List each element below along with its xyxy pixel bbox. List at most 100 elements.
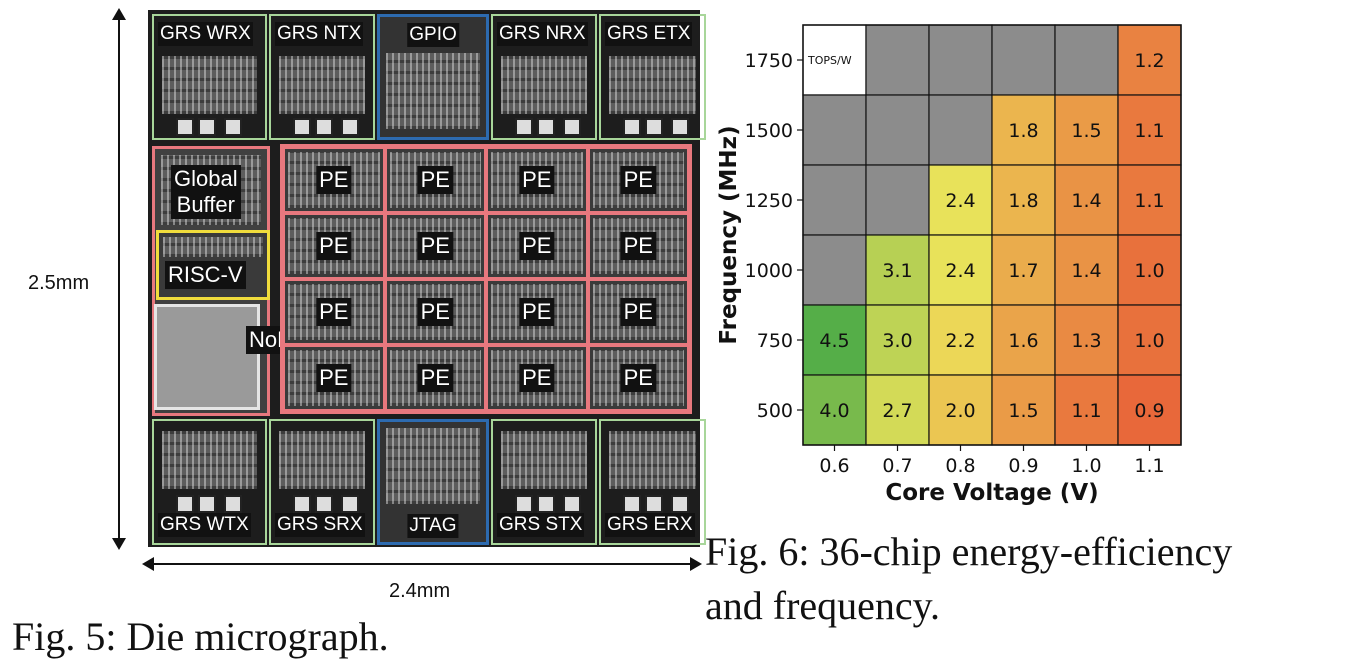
pe-texture bbox=[389, 284, 481, 340]
heatmap-cell bbox=[802, 234, 867, 306]
pe-label: PE bbox=[620, 364, 656, 392]
grs-block: GRS WTX bbox=[152, 419, 267, 545]
riscv-texture bbox=[163, 237, 263, 257]
pad-cell bbox=[563, 118, 581, 136]
pad-cell bbox=[563, 495, 581, 513]
pe-tile: PE bbox=[283, 147, 385, 213]
pad-cell bbox=[645, 118, 663, 136]
pad-cell bbox=[176, 495, 194, 513]
heatmap-cell bbox=[1054, 234, 1119, 306]
heatmap-cell-value: 1.2 bbox=[1134, 50, 1164, 72]
x-tick-label: 1.1 bbox=[1134, 455, 1164, 477]
heatmap-cell bbox=[991, 24, 1056, 96]
x-axis-label: Core Voltage (V) bbox=[885, 480, 1098, 506]
y-tick-label: 750 bbox=[757, 330, 793, 352]
heatmap-cell-value: 1.3 bbox=[1071, 330, 1101, 352]
pe-label: PE bbox=[316, 232, 352, 260]
pe-label: PE bbox=[417, 166, 453, 194]
heatmap-cell bbox=[865, 94, 930, 166]
energy-efficiency-heatmap: 1.2 1.8 1.5 1.1 2.4 1.8 1.4 1.1 3.1 2.4 1.7 1.4 1.0 4… bbox=[716, 24, 1182, 506]
block-label: GRS SRX bbox=[275, 513, 365, 537]
fig6-caption-line2: and frequency. bbox=[705, 583, 941, 628]
heatmap-cell bbox=[1054, 304, 1119, 376]
y-tick-label: 1000 bbox=[745, 260, 793, 282]
heatmap-cell bbox=[1117, 94, 1182, 166]
heatmap-cell-value: 1.0 bbox=[1134, 330, 1164, 352]
pad-cell bbox=[198, 118, 216, 136]
block-label: GPIO bbox=[407, 23, 459, 47]
riscv-block: RISC-V bbox=[156, 230, 270, 300]
heatmap-cell bbox=[1117, 234, 1182, 306]
block-label: GRS ETX bbox=[605, 22, 693, 46]
pad-cell bbox=[537, 118, 555, 136]
heatmap-cell-value: 1.5 bbox=[1071, 120, 1101, 142]
pad-cell bbox=[176, 118, 194, 136]
pe-tile: PE bbox=[486, 279, 588, 345]
heatmap-cell bbox=[1054, 374, 1119, 446]
heatmap-cell-value: 1.7 bbox=[1008, 260, 1038, 282]
global-buffer-label: Global Buffer bbox=[171, 165, 241, 219]
width-dimension-line bbox=[148, 563, 696, 565]
pe-texture bbox=[389, 350, 481, 406]
pe-label: PE bbox=[417, 298, 453, 326]
pad-cell bbox=[341, 118, 359, 136]
block-texture bbox=[609, 431, 696, 489]
heatmap-cell bbox=[928, 374, 993, 446]
fig5-caption: Fig. 5: Die micrograph. bbox=[12, 614, 389, 659]
pe-tile: PE bbox=[486, 147, 588, 213]
block-texture bbox=[501, 56, 587, 114]
heatmap-cell bbox=[928, 24, 993, 96]
heatmap-cell-value: 2.4 bbox=[945, 190, 975, 212]
pe-label: PE bbox=[620, 298, 656, 326]
heatmap-cell bbox=[1054, 164, 1119, 236]
pe-tile: PE bbox=[283, 345, 385, 411]
pe-tile: PE bbox=[587, 345, 689, 411]
heatmap-cell-value: 1.4 bbox=[1071, 260, 1101, 282]
heatmap-cell-value: 1.0 bbox=[1134, 260, 1164, 282]
heatmap-cell-value: 1.4 bbox=[1071, 190, 1101, 212]
pe-label: PE bbox=[316, 298, 352, 326]
global-buffer-label-line1: Global bbox=[174, 166, 238, 191]
pad-cell bbox=[315, 118, 333, 136]
pe-label: PE bbox=[417, 232, 453, 260]
block-texture bbox=[279, 431, 365, 489]
io-block: GPIO bbox=[377, 14, 489, 140]
block-texture bbox=[501, 431, 587, 489]
heatmap-cell-value: 1.1 bbox=[1071, 400, 1101, 422]
heatmap-cell-value: 3.1 bbox=[882, 260, 912, 282]
block-label: GRS NTX bbox=[275, 22, 364, 46]
grs-block: GRS STX bbox=[491, 419, 597, 545]
heatmap-cell bbox=[991, 94, 1056, 166]
heatmap-cell bbox=[802, 164, 867, 236]
pad-cell bbox=[293, 495, 311, 513]
height-dimension-line bbox=[118, 14, 120, 544]
pad-cell bbox=[315, 495, 333, 513]
block-label: GRS STX bbox=[497, 513, 585, 537]
pe-tile: PE bbox=[486, 345, 588, 411]
pe-tile: PE bbox=[384, 213, 486, 279]
heatmap-cell bbox=[802, 94, 867, 166]
heatmap-cell-value: 1.1 bbox=[1134, 190, 1164, 212]
heatmap-cell-value: 1.6 bbox=[1008, 330, 1038, 352]
heatmap-cell bbox=[928, 94, 993, 166]
pe-label: PE bbox=[519, 166, 555, 194]
heatmap-cell bbox=[928, 304, 993, 376]
block-texture bbox=[386, 428, 480, 504]
height-dimension-label: 2.5mm bbox=[28, 272, 90, 294]
y-tick-label: 1500 bbox=[745, 120, 793, 142]
heatmap-cell bbox=[865, 304, 930, 376]
x-tick-label: 0.7 bbox=[882, 455, 912, 477]
y-axis-label: Frequency (MHz) bbox=[716, 125, 742, 344]
pe-tile: PE bbox=[384, 279, 486, 345]
block-label: JTAG bbox=[407, 514, 459, 538]
block-texture bbox=[162, 431, 257, 489]
pe-label: PE bbox=[316, 364, 352, 392]
grs-block: GRS NRX bbox=[491, 14, 597, 140]
pe-tile: PE bbox=[587, 279, 689, 345]
pad-cell bbox=[198, 495, 216, 513]
heatmap-frame bbox=[802, 24, 1182, 446]
pe-tile: PE bbox=[486, 213, 588, 279]
pad-cell bbox=[671, 495, 689, 513]
y-tick-label: 1750 bbox=[745, 50, 793, 72]
pad-cell bbox=[293, 118, 311, 136]
